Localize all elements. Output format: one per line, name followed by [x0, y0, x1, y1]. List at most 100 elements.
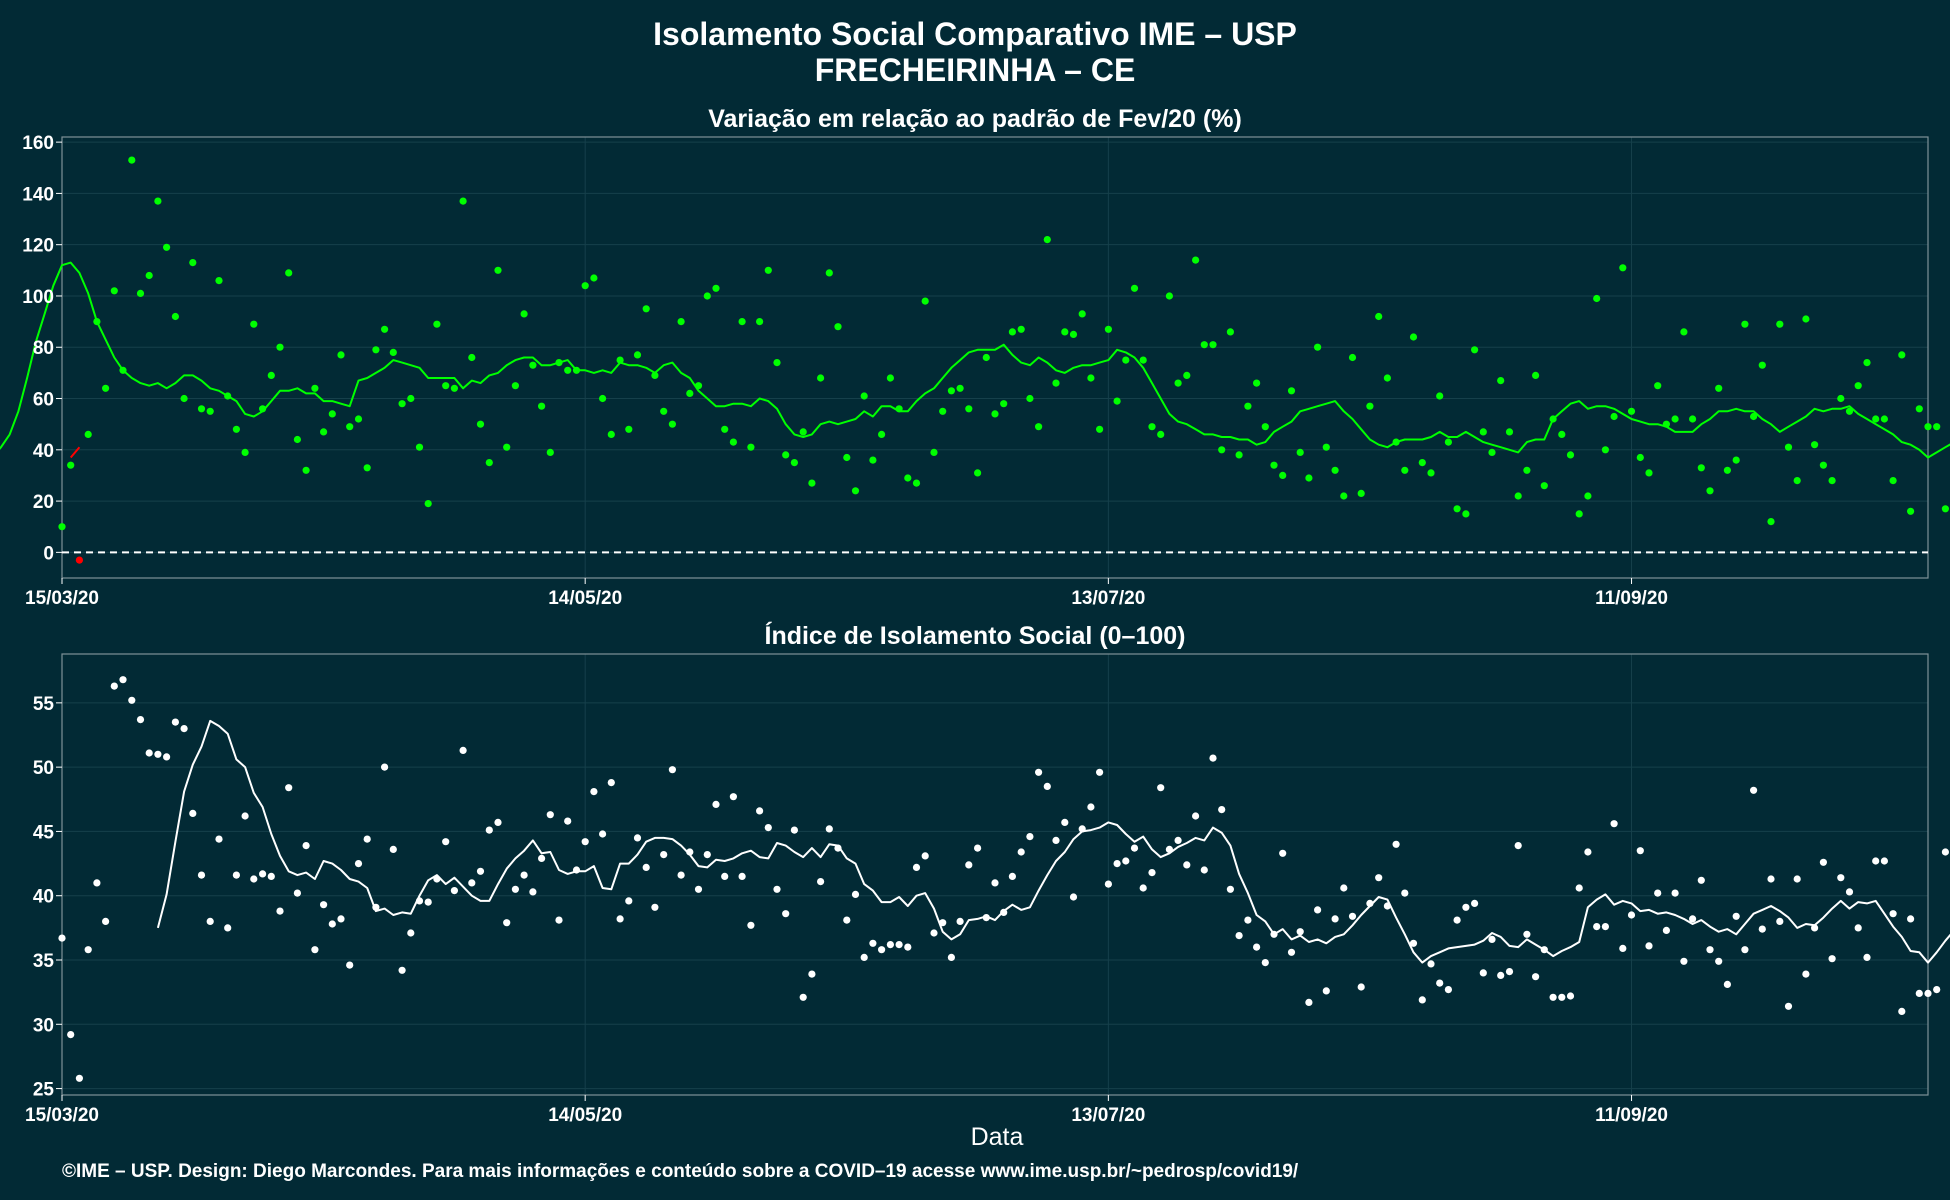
chart-indice-data-point: [1462, 903, 1470, 911]
chart-indice-data-point: [1627, 911, 1636, 919]
chart-variacao-data-point: [1776, 320, 1784, 328]
chart-variacao-data-point: [1723, 466, 1731, 474]
chart-indice-data-point: [1497, 971, 1505, 980]
chart-variacao-data-point: [197, 405, 206, 413]
chart-variacao-data-point: [904, 474, 912, 482]
chart-indice-data-point: [1540, 946, 1548, 954]
chart-indice-data-point: [1183, 861, 1191, 869]
chart-indice-data-point: [564, 817, 572, 825]
chart-variacao-data-point: [607, 430, 615, 438]
chart-variacao-ytick-label: 140: [22, 184, 54, 205]
chart-indice-data-point: [1069, 893, 1078, 901]
chart-variacao-data-point: [372, 346, 380, 354]
chart-indice-data-point: [1314, 906, 1322, 914]
chart-variacao-moving-average-line: [0, 261, 1950, 459]
chart-variacao-data-point: [476, 420, 485, 428]
chart-indice-data-point: [1148, 869, 1156, 877]
chart-variacao-data-point: [1139, 356, 1147, 364]
chart-variacao-xtick-label: 15/03/20: [25, 588, 99, 609]
chart-indice-data-point: [442, 838, 450, 846]
chart-variacao-data-point: [1828, 477, 1836, 485]
chart-indice-data-point: [1218, 806, 1226, 814]
chart-indice-data-point: [1584, 848, 1592, 856]
chart-indice-data-point: [1837, 874, 1845, 882]
chart-variacao-data-point: [912, 479, 921, 487]
chart-indice-data-point: [93, 879, 101, 887]
chart-indice-data-point: [259, 870, 267, 878]
chart-variacao-data-point: [136, 289, 145, 297]
chart-indice-data-point: [869, 939, 877, 947]
chart-indice-data-point: [895, 941, 903, 949]
chart-variacao-moving-average-negative-segment: [69, 446, 81, 459]
chart-variacao-data-point: [1130, 284, 1139, 292]
chart-variacao-data-point: [834, 323, 842, 331]
chart-variacao-data-point: [206, 407, 214, 415]
chart-indice-moving-average-line: [156, 719, 1950, 964]
chart-indice-data-point: [67, 1031, 75, 1039]
chart-variacao-data-point: [311, 384, 319, 392]
chart-variacao-data-point: [1601, 446, 1609, 454]
chart-variacao-xtick-label: 14/05/20: [548, 588, 622, 609]
chart-indice-data-point: [1409, 939, 1418, 947]
chart-indice-data-point: [529, 888, 537, 896]
chart-indice-data-point: [381, 763, 389, 771]
chart-indice-data-point: [1008, 872, 1017, 881]
chart-variacao-data-point: [1610, 412, 1618, 421]
chart-indice-xtick-label: 15/03/20: [25, 1105, 99, 1126]
chart-variacao-data-point: [1104, 325, 1112, 333]
chart-variacao-ytick-label: 120: [22, 236, 54, 257]
chart-indice-data-point: [75, 1074, 83, 1082]
chart-indice-data-point: [1610, 820, 1618, 828]
chart-variacao-data-point: [250, 320, 258, 328]
chart-indice-data-point: [790, 826, 799, 834]
chart-variacao-data-point: [939, 407, 947, 415]
chart-variacao-data-point: [1758, 361, 1766, 369]
chart-indice-data-point: [1357, 983, 1365, 991]
chart-variacao-data-point: [1392, 438, 1400, 446]
chart-variacao-data-point: [415, 443, 424, 451]
chart-variacao-data-point: [241, 448, 249, 456]
chart-variacao-data-point: [1061, 328, 1069, 336]
chart-indice-data-point: [102, 917, 110, 926]
chart-variacao-data-point: [424, 500, 432, 508]
chart-variacao-data-point: [1680, 328, 1688, 336]
chart-variacao-data-point: [703, 292, 711, 300]
chart-indice-data-point: [511, 885, 519, 893]
chart-indice-ytick-label: 30: [33, 1015, 54, 1036]
chart-variacao-data-point: [878, 430, 886, 438]
chart-variacao-data-point: [302, 466, 310, 474]
chart-variacao-data-point: [1889, 477, 1897, 485]
chart-indice-data-point: [503, 919, 511, 927]
chart-variacao-data-point: [694, 382, 703, 390]
chart-indice-data-point: [912, 863, 921, 872]
chart-indice-data-point: [738, 872, 746, 881]
chart-indice-data-point: [328, 920, 336, 928]
chart-variacao-data-point: [1532, 371, 1540, 379]
chart-indice-data-point: [450, 887, 458, 895]
chart-indice-data-point: [956, 917, 964, 926]
chart-indice-data-point: [145, 749, 153, 757]
chart-variacao-data-point: [1654, 382, 1662, 390]
chart-variacao-data-point: [1741, 320, 1749, 328]
chart-variacao-data-point: [285, 269, 293, 277]
chart-variacao-data-point: [686, 389, 694, 397]
chart-variacao-data-point: [756, 318, 764, 326]
chart-variacao-data-point: [546, 448, 554, 456]
chart-indice-data-point: [616, 915, 624, 923]
chart-indice-data-point: [1244, 916, 1252, 924]
chart-variacao-ytick-label: 80: [33, 338, 54, 359]
chart-indice-data-point: [1139, 884, 1147, 892]
chart-indice-data-point: [1654, 889, 1662, 897]
chart-indice-data-point: [250, 875, 258, 883]
chart-variacao-title: Variação em relação ao padrão de Fev/20 …: [708, 105, 1242, 133]
chart-variacao-data-point: [930, 448, 938, 456]
chart-indice-data-point: [1941, 848, 1949, 856]
chart-variacao-data-point: [1471, 346, 1479, 354]
chart-indice-data-point: [1767, 875, 1775, 883]
chart-indice-data-point: [1348, 912, 1357, 920]
chart-variacao-data-point: [450, 384, 458, 392]
chart-variacao-data-point: [625, 425, 633, 433]
chart-variacao-data-point: [1619, 264, 1627, 272]
chart-indice-data-point: [267, 872, 275, 881]
